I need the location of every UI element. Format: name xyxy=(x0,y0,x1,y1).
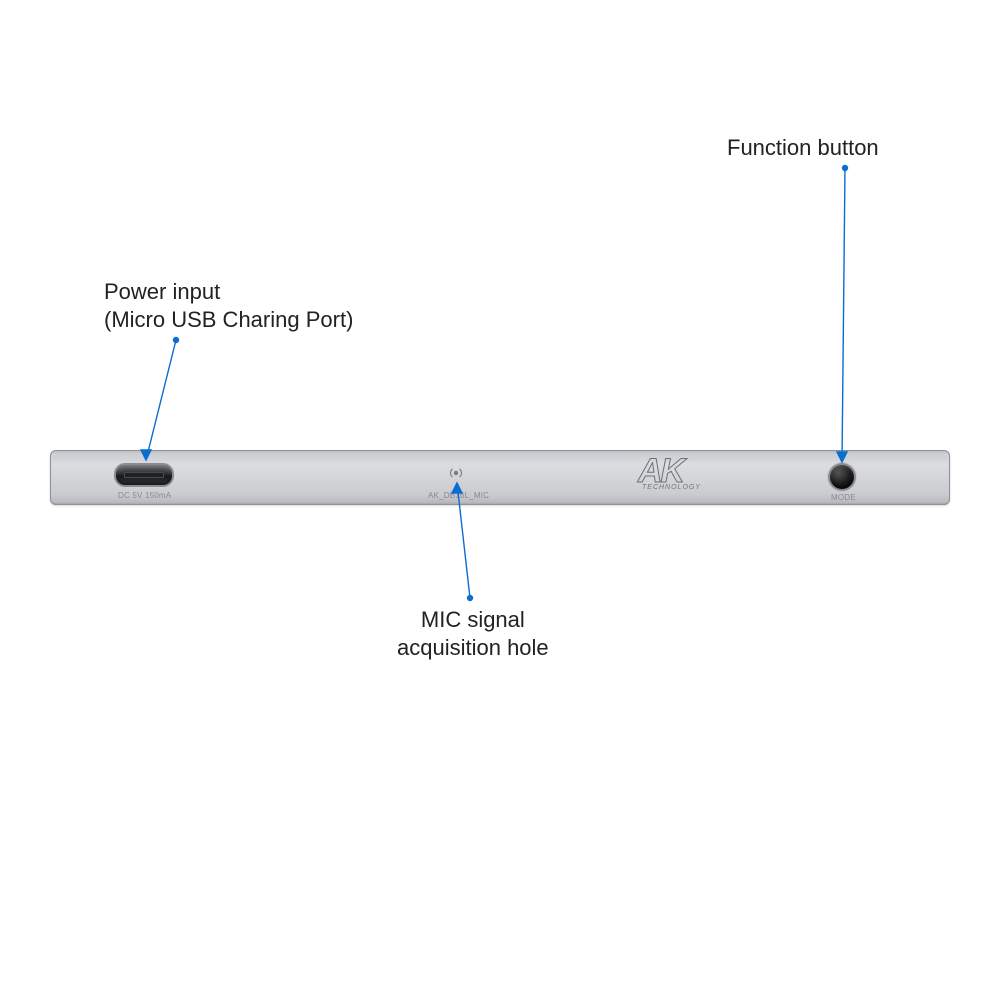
mode-button[interactable] xyxy=(830,465,854,489)
function-button-label-line1: Function button xyxy=(727,134,879,162)
mic-leader-end-dot xyxy=(468,596,473,601)
button-leader-start-dot xyxy=(843,166,848,171)
brand-logo: AK TECHNOLOGY xyxy=(638,454,701,491)
power-label-line1: Power input xyxy=(104,278,353,306)
power-leader-start-dot xyxy=(174,338,179,343)
usb-port-sublabel: DC 5V 150mA xyxy=(118,491,171,500)
device-bar: DC 5V 150mA AK_DB16L_MIC AK TECHNOLOGY M… xyxy=(50,450,950,505)
mic-label: MIC signal acquisition hole xyxy=(397,606,549,661)
mode-button-sublabel: MODE xyxy=(831,493,856,502)
function-button-label: Function button xyxy=(727,134,879,162)
power-leader-line xyxy=(146,340,176,460)
brand-logo-sub: TECHNOLOGY xyxy=(642,484,701,491)
power-label-line2: (Micro USB Charing Port) xyxy=(104,306,353,334)
micro-usb-port xyxy=(114,463,174,487)
mic-hole-sublabel: AK_DB16L_MIC xyxy=(428,491,489,500)
mic-label-line2: acquisition hole xyxy=(397,634,549,662)
button-leader-line xyxy=(842,168,845,462)
brand-logo-main: AK xyxy=(638,454,701,488)
mic-label-line1: MIC signal xyxy=(397,606,549,634)
mic-hole xyxy=(448,465,464,481)
power-label: Power input (Micro USB Charing Port) xyxy=(104,278,353,333)
